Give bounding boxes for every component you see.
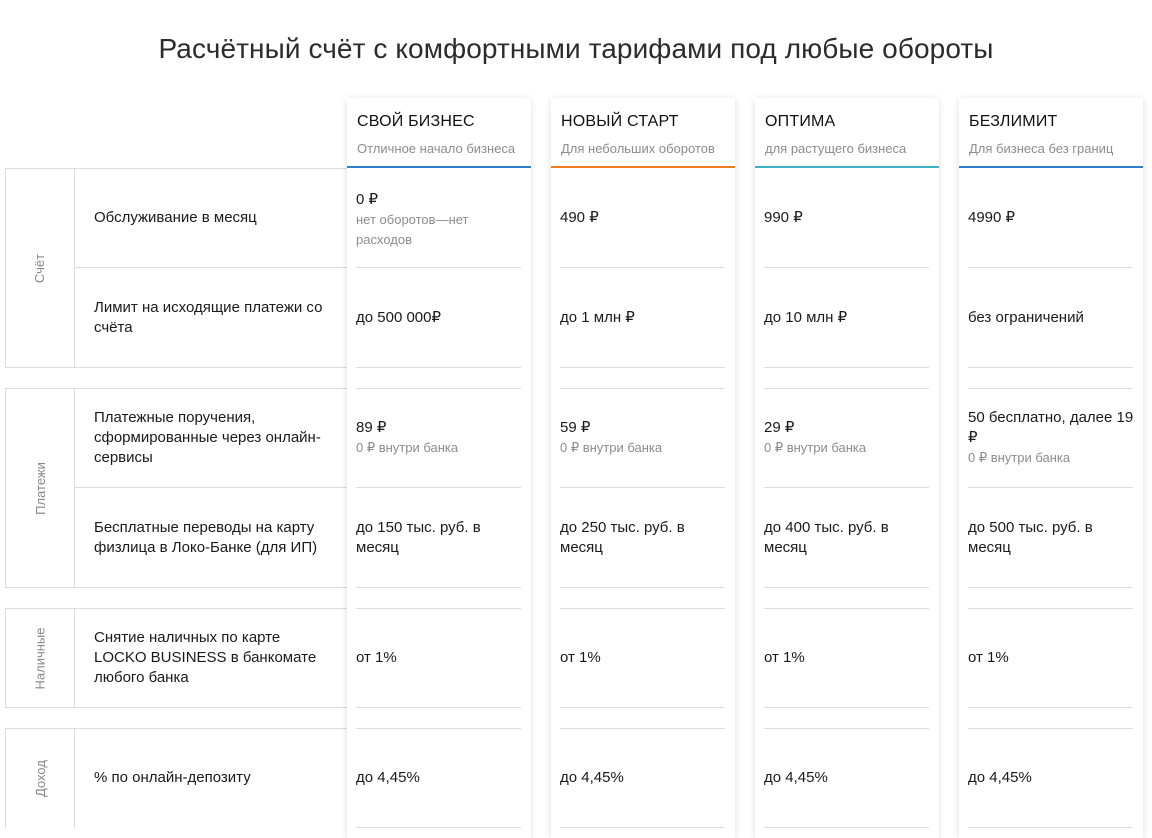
page-title: Расчётный счёт с комфортными тарифами по…: [158, 32, 994, 64]
cell-monthly-fee: 490 ₽: [560, 209, 599, 226]
plan-card-svoy-biznes[interactable]: СВОЙ БИЗНЕС Отличное начало бизнеса 0 ₽ …: [347, 98, 531, 838]
cell-deposit-rate: до 4,45%: [356, 769, 420, 786]
cell-payment-orders: 50 бесплатно, далее 19 ₽ 0 ₽ внутри банк…: [968, 409, 1134, 465]
cell-card-transfers: до 400 тыс. руб. в месяц: [764, 519, 889, 556]
cell-cash-withdrawal: от 1%: [560, 649, 601, 666]
category-cash: Наличные: [32, 627, 48, 689]
cell-payment-limit: до 1 млн ₽: [560, 309, 635, 326]
cell-monthly-fee: 4990 ₽: [968, 209, 1016, 226]
plan-header: СВОЙ БИЗНЕС Отличное начало бизнеса: [347, 98, 531, 168]
plan-name: СВОЙ БИЗНЕС: [357, 113, 475, 130]
cell-payment-limit: до 500 000₽: [356, 309, 442, 326]
cell-card-transfers: до 500 тыс. руб. в месяц: [968, 519, 1093, 556]
category-account: Счёт: [32, 253, 48, 283]
plan-header: ОПТИМА для растущего бизнеса: [755, 98, 939, 168]
plan-card-bezlimit[interactable]: БЕЗЛИМИТ Для бизнеса без границ 4990 ₽ б…: [959, 98, 1143, 838]
row-label-deposit-rate: % по онлайн-депозиту: [94, 769, 251, 786]
cell-card-transfers: до 150 тыс. руб. в месяц: [356, 519, 481, 556]
plan-subtitle: для растущего бизнеса: [765, 141, 907, 156]
cell-payment-orders: 89 ₽ 0 ₽ внутри банка: [356, 419, 459, 455]
plan-header: НОВЫЙ СТАРТ Для небольших оборотов: [551, 98, 735, 168]
cell-cash-withdrawal: от 1%: [764, 649, 805, 666]
row-label-cash-withdrawal: Снятие наличных по карте LOCKO BUSINESS …: [94, 629, 317, 686]
row-label-payment-limit: Лимит на исходящие платежи со счёта: [94, 299, 323, 336]
category-income: Доход: [32, 760, 48, 797]
plan-subtitle: Для бизнеса без границ: [969, 141, 1114, 156]
plan-subtitle: Для небольших оборотов: [561, 141, 715, 156]
plan-card-noviy-start[interactable]: НОВЫЙ СТАРТ Для небольших оборотов 490 ₽…: [551, 98, 735, 838]
plan-name: НОВЫЙ СТАРТ: [561, 113, 679, 130]
cell-payment-orders: 29 ₽ 0 ₽ внутри банка: [764, 419, 867, 455]
cell-deposit-rate: до 4,45%: [764, 769, 828, 786]
cell-cash-withdrawal: от 1%: [356, 649, 397, 666]
cell-monthly-fee: 990 ₽: [764, 209, 803, 226]
cell-monthly-fee: 0 ₽ нет оборотов—нет расходов: [356, 191, 469, 247]
cell-deposit-rate: до 4,45%: [560, 769, 624, 786]
cell-payment-limit: без ограничений: [968, 309, 1084, 326]
row-label-payment-orders: Платежные поручения, сформированные чере…: [94, 409, 321, 466]
plan-name: БЕЗЛИМИТ: [969, 113, 1058, 130]
category-payments: Платежи: [32, 461, 48, 515]
cell-card-transfers: до 250 тыс. руб. в месяц: [560, 519, 685, 556]
plan-name: ОПТИМА: [765, 113, 836, 130]
cell-deposit-rate: до 4,45%: [968, 769, 1032, 786]
plan-card-optima[interactable]: ОПТИМА для растущего бизнеса 990 ₽ до 10…: [755, 98, 939, 838]
cell-payment-limit: до 10 млн ₽: [764, 309, 848, 326]
plan-subtitle: Отличное начало бизнеса: [357, 141, 516, 156]
cell-payment-orders: 59 ₽ 0 ₽ внутри банка: [560, 419, 663, 455]
row-label-card-transfers: Бесплатные переводы на карту физлица в Л…: [94, 519, 318, 556]
row-label-monthly-fee: Обслуживание в месяц: [94, 209, 257, 226]
cell-cash-withdrawal: от 1%: [968, 649, 1009, 666]
plan-header: БЕЗЛИМИТ Для бизнеса без границ: [959, 98, 1143, 168]
